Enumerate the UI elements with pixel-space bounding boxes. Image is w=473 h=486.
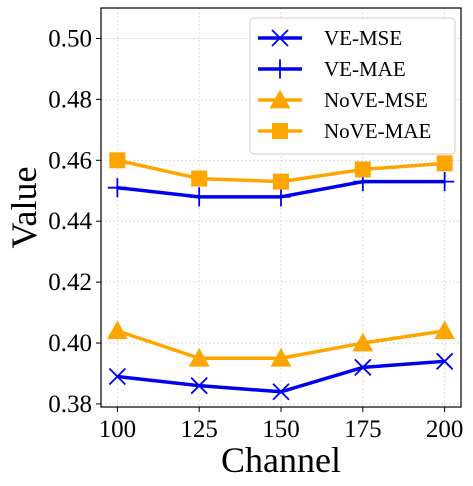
plus-marker [107,178,127,198]
x-tick-label: 125 [180,416,218,443]
legend-label: VE-MSE [324,26,402,50]
series-nove-mse [106,320,456,367]
series-nove-mae [109,152,453,190]
triangle-marker [269,89,291,109]
x-axis: 100 125 150 175 200 [99,407,464,443]
triangle-marker [270,347,292,367]
square-marker [272,123,288,139]
x-marker [108,367,127,386]
plus-marker [435,172,455,192]
y-tick-label: 0.46 [48,147,92,174]
legend-label: NoVE-MSE [324,88,428,112]
x-tick-label: 200 [426,416,464,443]
plus-marker [270,59,290,79]
legend-item: VE-MAE [258,57,406,81]
plus-marker [189,187,209,207]
x-tick-label: 100 [99,416,137,443]
x-tick-label: 150 [262,416,300,443]
legend-item: NoVE-MSE [258,88,428,112]
series-ve-mae [107,172,455,207]
square-marker [273,173,289,190]
y-tick-label: 0.38 [48,391,92,418]
y-tick-label: 0.44 [48,208,92,235]
triangle-marker [188,347,210,367]
legend-item: NoVE-MAE [258,119,431,143]
y-tick-label: 0.40 [48,330,92,357]
y-axis: 0.38 0.40 0.42 0.44 0.46 0.48 0.50 [48,25,101,418]
y-axis-title: Value [4,167,44,249]
square-marker [109,152,126,169]
series-layer [106,152,456,401]
x-marker [272,383,290,401]
legend-label: VE-MAE [324,57,406,81]
x-marker [190,377,208,395]
x-tick-label: 175 [344,416,382,443]
x-axis-title: Channel [221,440,341,480]
series-ve-mse [108,352,454,401]
x-marker [354,358,372,377]
x-marker [271,29,289,47]
legend-box [249,17,456,155]
y-tick-label: 0.50 [48,25,92,52]
square-marker [354,161,371,178]
square-marker [436,155,453,172]
plus-marker [271,187,291,207]
legend-label: NoVE-MAE [324,119,431,143]
legend-item: VE-MSE [258,26,402,50]
triangle-marker [106,320,128,340]
y-tick-label: 0.42 [48,269,92,296]
y-tick-label: 0.48 [48,86,92,113]
triangle-marker [352,332,374,352]
square-marker [191,170,208,187]
x-marker [435,352,454,370]
triangle-marker [434,320,456,340]
legend: VE-MSE VE-MAE NoVE-MSE NoVE-MAE [249,17,456,155]
